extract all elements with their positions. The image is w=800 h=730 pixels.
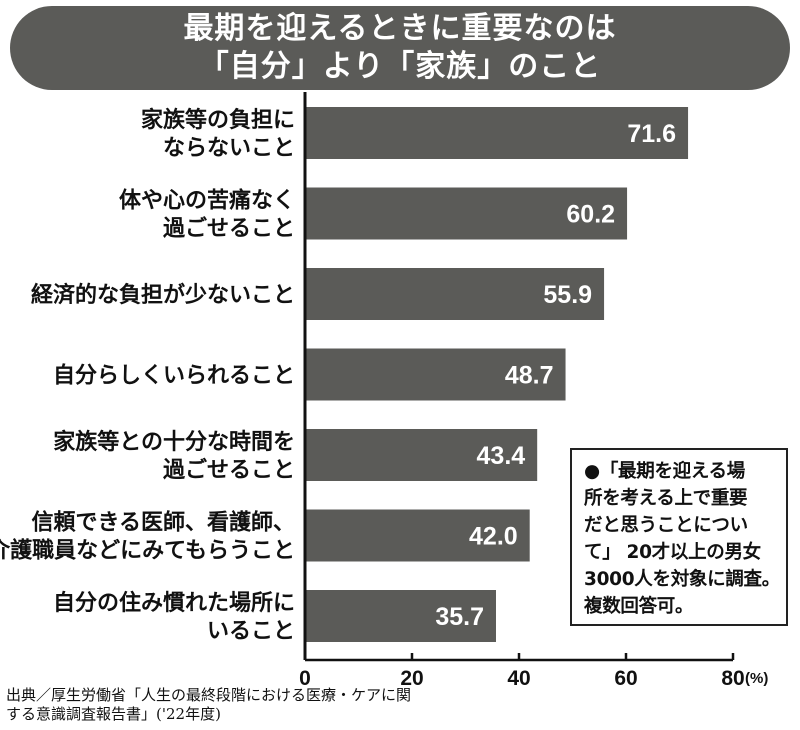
bar — [305, 187, 628, 240]
bar — [305, 429, 538, 481]
category-label: 家族等の負担に — [141, 107, 295, 133]
bar-value-label: 35.7 — [435, 603, 484, 631]
category-label: 信頼できる医師、看護師、 — [31, 510, 295, 536]
x-tick-label: 0 — [299, 667, 311, 690]
category-label: ならないこと — [163, 136, 295, 161]
survey-note-line: 3000人を対象に調査。 — [584, 569, 780, 590]
bar — [305, 348, 566, 401]
x-axis-unit-label: (%) — [745, 670, 768, 687]
survey-note-line: て」 20才以上の男女 — [584, 542, 761, 563]
survey-note-line: だと思うことについ — [584, 515, 748, 536]
bar-value-label: 48.7 — [505, 362, 554, 390]
bar — [305, 509, 530, 562]
bar-value-label: 60.2 — [566, 201, 615, 229]
bar-value-label: 43.4 — [477, 442, 526, 470]
source-line-2: する意識調査報告書」('22年度) — [6, 705, 221, 723]
survey-note-line: 所を考える上で重要 — [584, 488, 748, 509]
survey-note-line: ●「最期を迎える場 — [584, 461, 745, 482]
category-label: 家族等との十分な時間を — [53, 429, 295, 455]
bar-value-label: 42.0 — [469, 523, 518, 551]
chart-title-line-2: 「自分」より「家族」のこと — [198, 49, 602, 84]
category-label: 体や心の苦痛なく — [119, 188, 295, 214]
bar — [305, 268, 605, 320]
x-tick-label: 20 — [400, 667, 423, 690]
x-tick-label: 40 — [507, 667, 530, 690]
chart-title-line-1: 最期を迎えるときに重要なのは — [183, 11, 617, 46]
x-tick-label: 60 — [614, 667, 637, 690]
source-line-1: 出典／厚生労働省「人生の最終段階における医療・ケアに関 — [6, 686, 412, 704]
category-label: いること — [207, 619, 295, 644]
x-tick-label: 80 — [721, 667, 744, 690]
survey-note-line: 複数回答可。 — [584, 596, 694, 617]
bar-value-label: 55.9 — [543, 281, 592, 309]
category-label: 介護職員などにみてもらうこと — [0, 538, 295, 564]
bar-value-label: 71.6 — [627, 120, 676, 148]
category-label: 自分らしくいられること — [53, 363, 295, 389]
category-label: 自分の住み慣れた場所に — [53, 590, 295, 616]
bar — [305, 107, 689, 159]
bar — [305, 590, 496, 642]
source-citation: 出典／厚生労働省「人生の最終段階における医療・ケアに関 する意識調査報告書」('… — [6, 686, 796, 724]
survey-note-box: ●「最期を迎える場 所を考える上で重要 だと思うことについ て」 20才以上の男… — [570, 448, 788, 626]
chart-title-banner: 最期を迎えるときに重要なのは 「自分」より「家族」のこと — [10, 6, 790, 90]
category-label: 過ごせること — [163, 457, 295, 483]
category-label: 経済的な負担が少ないこと — [31, 282, 295, 308]
category-label: 過ごせること — [163, 216, 295, 242]
